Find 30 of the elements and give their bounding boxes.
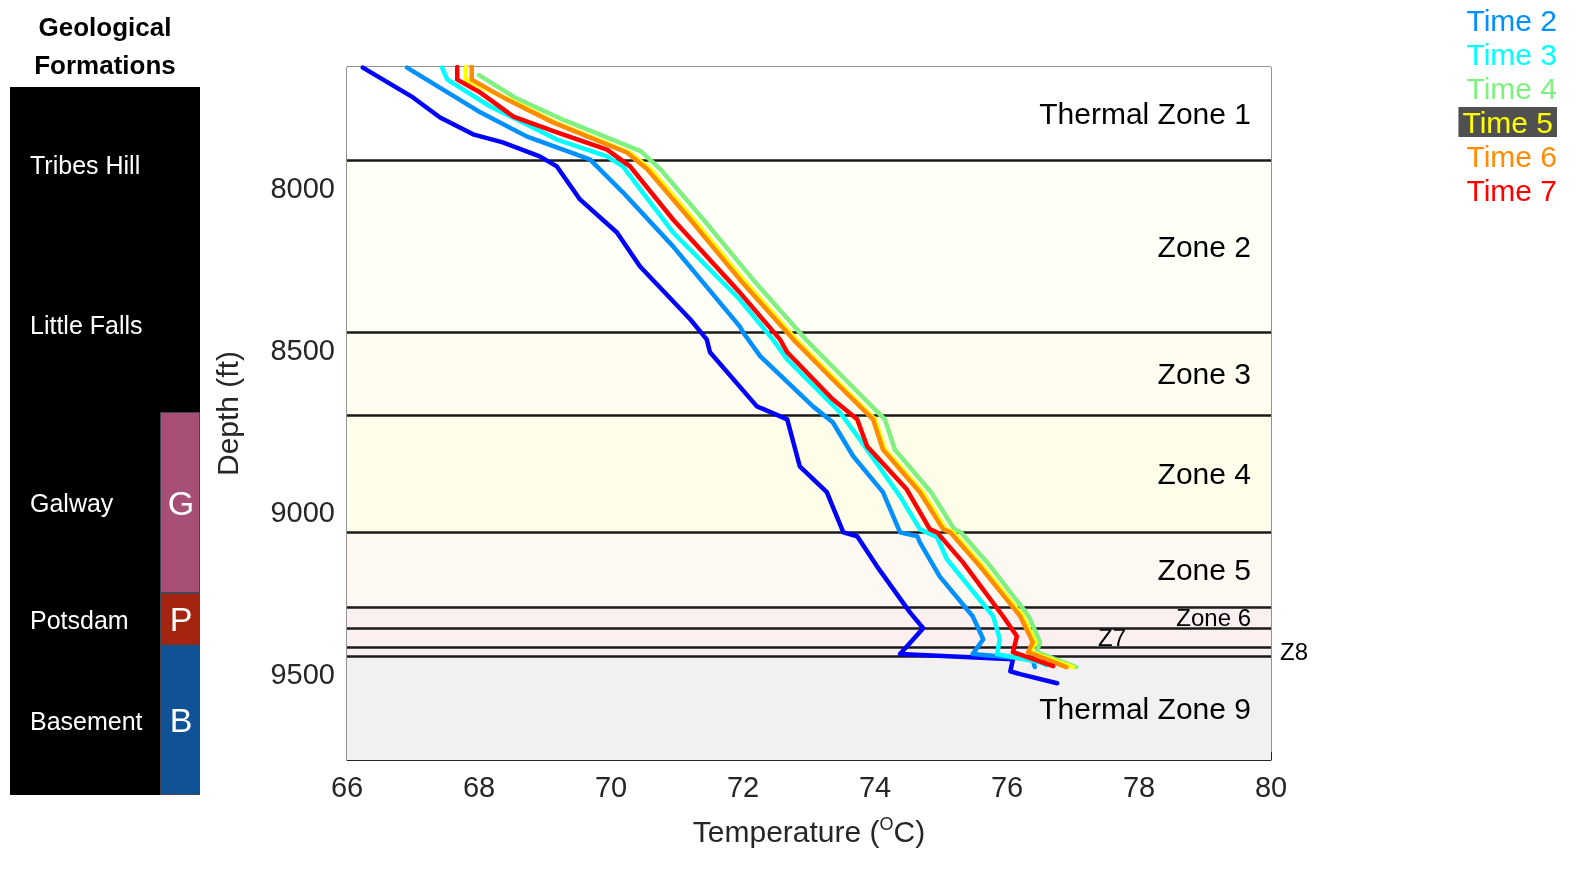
text: Geological Formations (33, 11, 177, 82)
text: Time 6 (1466, 139, 1557, 173)
text: Time 3 (1466, 37, 1557, 71)
x-tick-label: 74 (858, 770, 892, 803)
text: Time 7 (1466, 173, 1557, 207)
text: Time 5 (1462, 105, 1553, 139)
band-label: Z8 (1280, 638, 1309, 666)
text: Time 2 (1466, 3, 1557, 37)
band-label: Zone 6 (1176, 604, 1251, 632)
y-tick-label: 8500 (270, 334, 335, 367)
band-label: Z7 (1097, 624, 1126, 652)
x-tick-label: 70 (594, 770, 628, 803)
y-tick-label: 9500 (270, 658, 335, 691)
band-label: Thermal Zone 1 (1039, 97, 1251, 131)
x-tick-label: 72 (726, 770, 760, 803)
band-label: Zone 4 (1157, 457, 1251, 491)
band-label: Zone 2 (1157, 229, 1251, 263)
x-tick-label: 66 (330, 770, 364, 803)
band-label: Thermal Zone 9 (1039, 691, 1251, 725)
x-tick-label: 68 (462, 770, 496, 803)
band-label: Zone 5 (1157, 553, 1251, 587)
y-tick-label: 9000 (270, 496, 335, 529)
x-tick-label: 78 (1122, 770, 1156, 803)
band-label: Zone 3 (1157, 357, 1251, 391)
x-tick-label: 76 (990, 770, 1024, 803)
y-axis-title: Depth (ft) (210, 350, 244, 477)
x-tick-label: 80 (1254, 770, 1288, 803)
formation-column: Tribes Hill Little Falls Galway Potsdam Basement G P B (10, 87, 200, 795)
text: Time 4 (1466, 71, 1557, 105)
y-tick-label: 8000 (270, 172, 335, 205)
